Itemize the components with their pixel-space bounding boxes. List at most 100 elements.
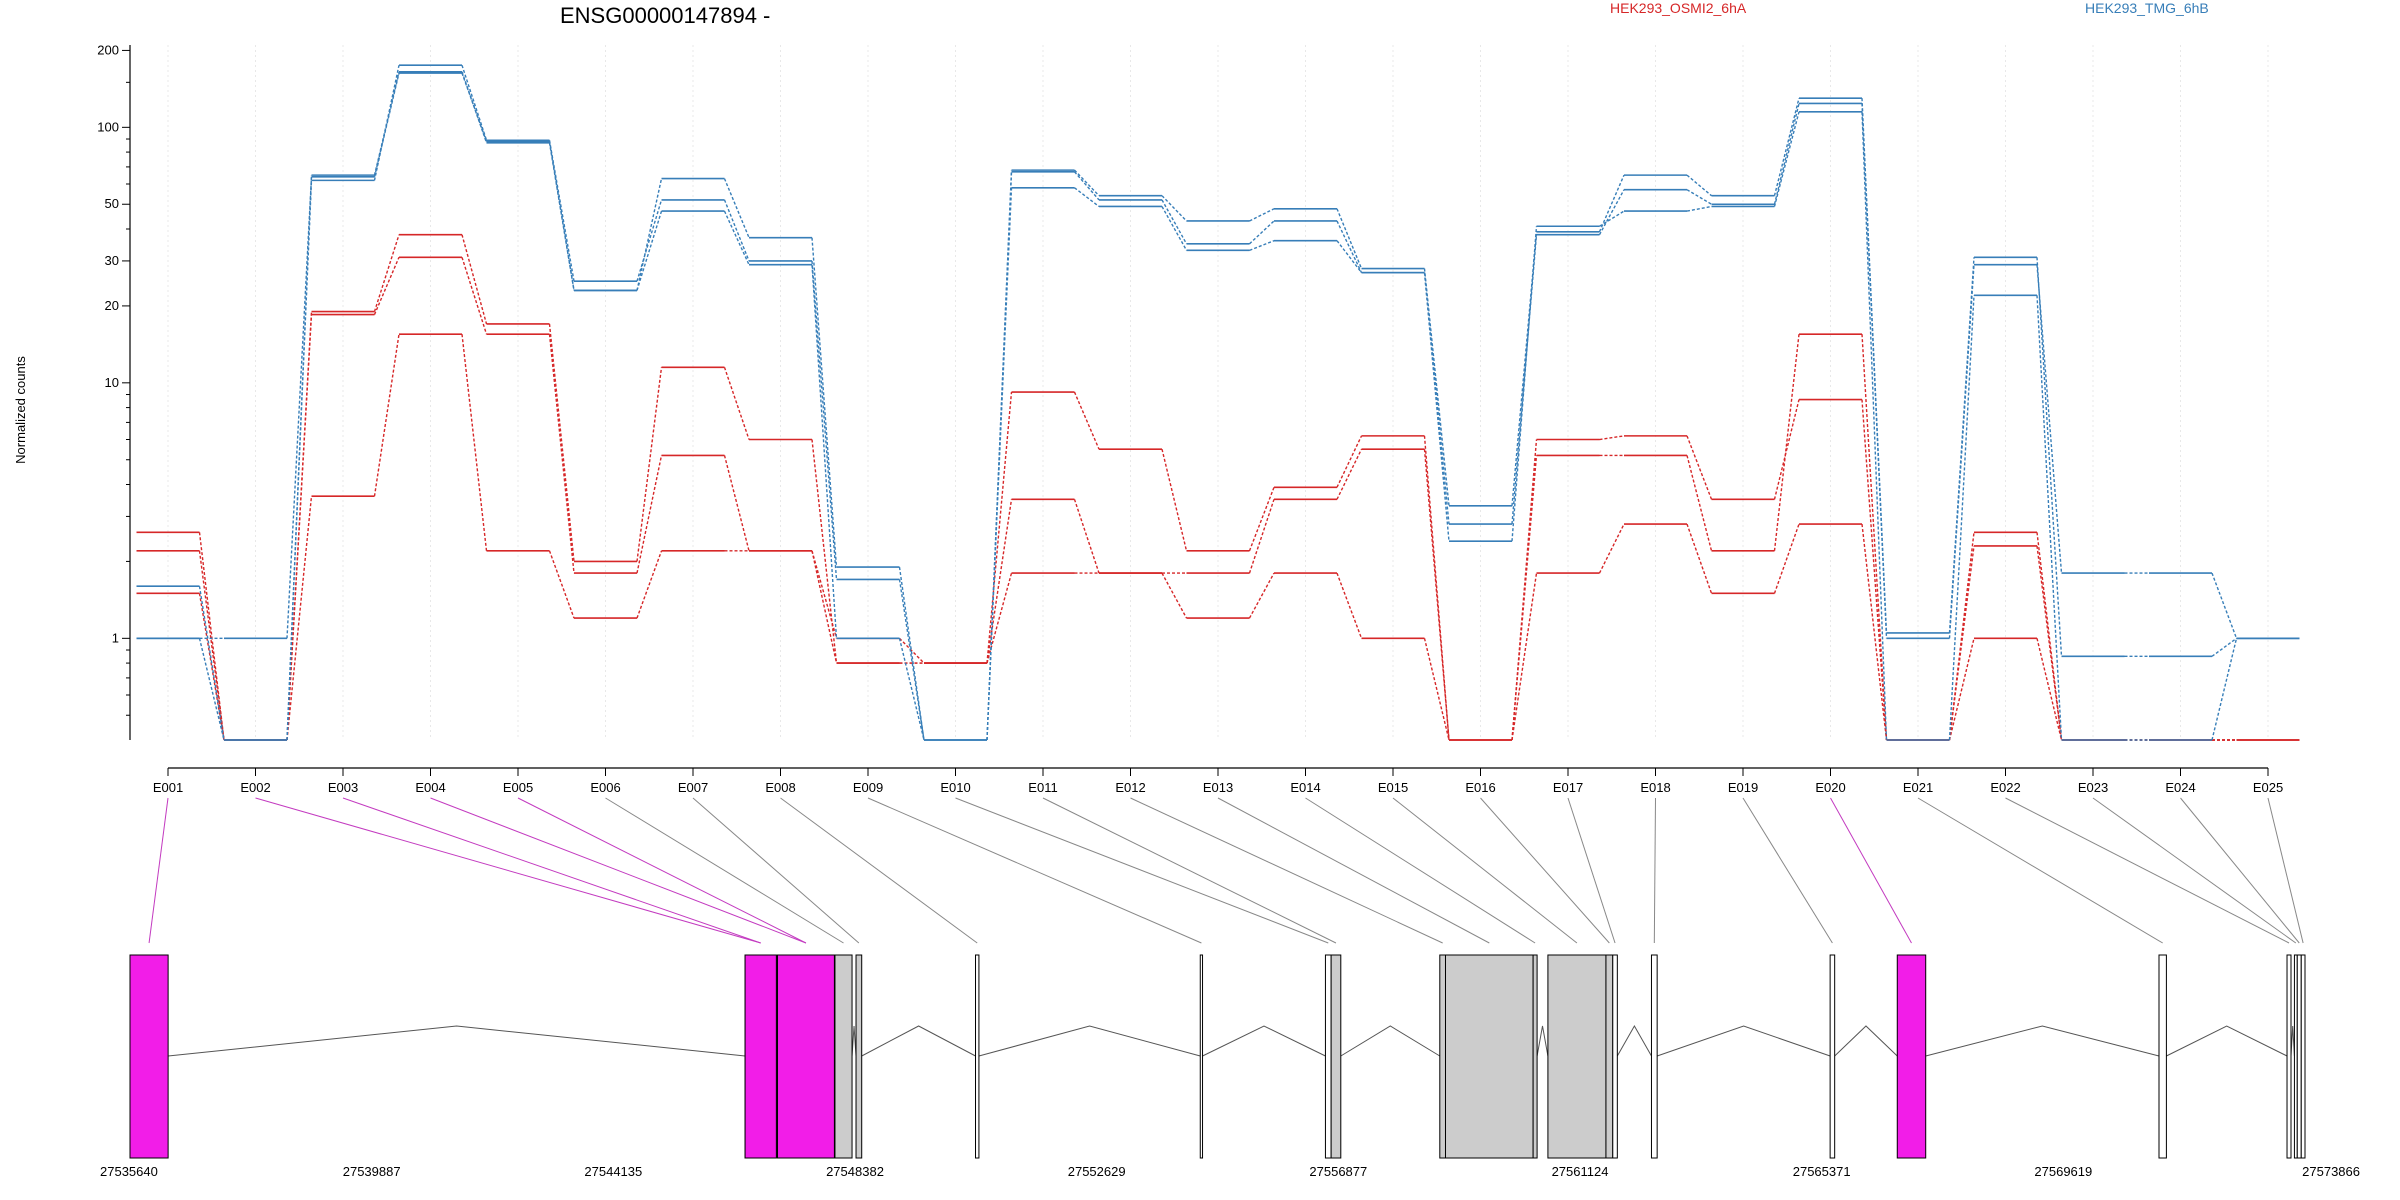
coord-label-7: 27565371 (1793, 1164, 1851, 1179)
exon-block-e007 (855, 954, 863, 1159)
exon-label-e016: E016 (1465, 780, 1495, 795)
series-0-connector (723, 455, 750, 552)
exon-block-e005 (777, 954, 835, 1159)
series-5-connector (811, 264, 838, 639)
exon-label-e025: E025 (2253, 780, 2283, 795)
exon-label-e002: E002 (240, 780, 270, 795)
exon-label-e014: E014 (1290, 780, 1320, 795)
series-layer (136, 64, 2300, 741)
series-3-connector (2036, 257, 2063, 657)
series-0-connector (636, 455, 663, 574)
series-1-connector (461, 234, 488, 325)
series-5-connector (723, 210, 750, 265)
series-4-connector (2211, 572, 2238, 639)
series-3-connector (1773, 98, 1800, 196)
intron-line (1536, 1025, 1549, 1057)
coord-label-5: 27556877 (1309, 1164, 1367, 1179)
series-0-connector (1861, 334, 1888, 741)
exon-block-e022 (2286, 954, 2292, 1159)
series-5-connector (548, 141, 575, 291)
connector-e021 (1917, 797, 2163, 944)
series-5 (136, 72, 2300, 741)
exon-block-e010 (1324, 954, 1332, 1159)
connector-e023 (2092, 797, 2297, 944)
series-1-connector (1686, 435, 1713, 500)
series-0-connector (1423, 449, 1450, 741)
series-5-connector (2036, 295, 2063, 741)
exon-label-e009: E009 (853, 780, 883, 795)
series-5-connector (461, 72, 488, 142)
y-axis-title: Normalized counts (13, 356, 28, 464)
series-2-connector (1423, 638, 1450, 741)
connector-e011 (1042, 797, 1337, 944)
exon-label-e012: E012 (1115, 780, 1145, 795)
exon-label-e004: E004 (415, 780, 445, 795)
intron-line (1340, 1025, 1441, 1057)
series-4-connector (1161, 199, 1188, 245)
exon-label-e022: E022 (1990, 780, 2020, 795)
connector-e019 (1742, 797, 1833, 944)
exon-block-e003 (744, 954, 777, 1159)
series-2-connector (286, 496, 313, 741)
connector-e022 (2005, 797, 2290, 944)
intron-line (1202, 1025, 1326, 1057)
connector-e010 (955, 797, 1329, 944)
exon-block-e019 (1829, 954, 1836, 1159)
exon-label-e017: E017 (1553, 780, 1583, 795)
series-1-connector (1861, 399, 1888, 741)
exon-label-e023: E023 (2078, 780, 2108, 795)
intron-line (851, 1025, 857, 1057)
exon-label-e011: E011 (1028, 780, 1057, 795)
genomic-coordinate-axis: 27535640 27539887 27544135 27548382 27552629… (100, 1164, 2360, 1179)
exon-label-e024: E024 (2165, 780, 2195, 795)
series-5-connector (1249, 240, 1275, 251)
connector-e006 (605, 797, 844, 944)
series-2-connector (1248, 572, 1275, 619)
series-4-connector (198, 586, 225, 741)
exon-block-e014 (1532, 954, 1538, 1159)
y-tick-label: 50 (105, 196, 119, 211)
y-tick-label: 200 (97, 42, 119, 57)
exon-label-e015: E015 (1378, 780, 1408, 795)
exon-block-e017 (1612, 954, 1618, 1159)
coord-label-3: 27548382 (826, 1164, 884, 1179)
exon-block-e001 (129, 954, 169, 1159)
series-5-connector (1161, 206, 1188, 251)
connector-e014 (1305, 797, 1536, 944)
series-2-connector (1948, 638, 1975, 741)
series-4-connector (1948, 264, 1975, 639)
intron-line (1834, 1025, 1898, 1057)
series-4-connector (811, 260, 838, 580)
series-0-connector (2036, 545, 2063, 741)
intron-line (1656, 1025, 1831, 1057)
connector-e001 (148, 797, 169, 944)
exon-label-e020: E020 (1815, 780, 1845, 795)
series-5-connector (1074, 187, 1100, 208)
series-3-connector (1073, 169, 1100, 197)
series-3-connector (2211, 637, 2237, 657)
connector-e017 (1567, 797, 1616, 944)
series-5-connector (1861, 111, 1888, 741)
exon-block-e020 (1896, 954, 1927, 1159)
exon-label-e005: E005 (503, 780, 533, 795)
series-0-connector (986, 499, 1013, 664)
series-2-connector (1511, 573, 1538, 741)
exon-label-e019: E019 (1728, 780, 1758, 795)
series-1-connector (811, 439, 838, 664)
exon-label-e007: E007 (678, 780, 708, 795)
series-5-connector (636, 210, 663, 291)
series-3-connector (636, 178, 663, 291)
intron-line (2290, 1025, 2295, 1057)
series-5-connector (286, 176, 313, 639)
series-5-connector (1511, 226, 1538, 542)
series-4-connector (723, 199, 750, 262)
connector-e024 (2180, 797, 2300, 944)
exon-label-e001: E001 (153, 780, 183, 795)
y-tick-label: 30 (105, 253, 119, 268)
intron-line (861, 1025, 976, 1057)
series-5-connector (1948, 295, 1975, 741)
y-tick-label: 10 (105, 375, 119, 390)
x-axis: E001 E002 E003 E004 E005 E006 E007 E008 E009 E010… (153, 767, 2283, 795)
series-5-connector (1686, 205, 1712, 212)
